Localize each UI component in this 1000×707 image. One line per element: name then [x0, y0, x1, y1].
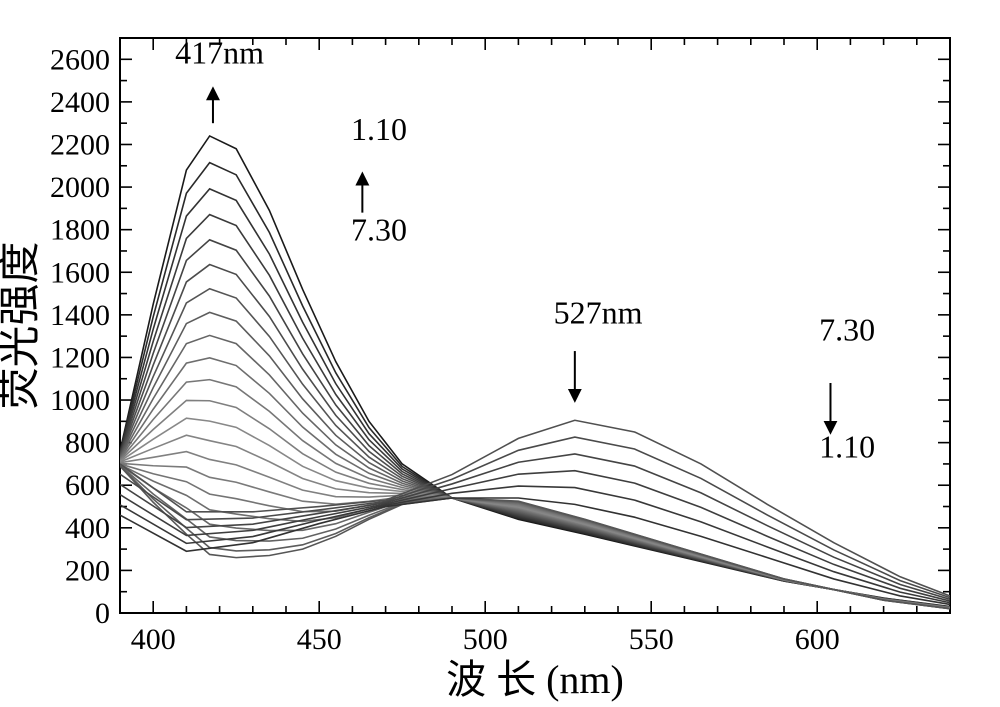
spectra-chart: 400 450 500 550 600 0 200 400 600 800 1000 1200 1400… [0, 0, 1000, 707]
annotation-label: 1.10 [819, 429, 875, 465]
annotation-label: 7.30 [819, 311, 875, 347]
x-tick-label: 400 [131, 623, 176, 656]
annotation-label: 1.10 [351, 111, 407, 147]
y-tick-label: 1000 [50, 384, 110, 417]
y-tick-label: 1800 [50, 214, 110, 247]
y-tick-label: 2600 [50, 43, 110, 76]
y-tick-label: 1200 [50, 341, 110, 374]
y-tick-label: 600 [65, 469, 110, 502]
x-tick-label: 450 [297, 623, 342, 656]
y-tick-label: 1400 [50, 299, 110, 332]
y-tick-label: 800 [65, 427, 110, 460]
chart-svg: 400 450 500 550 600 0 200 400 600 800 1000 1200 1400… [0, 0, 1000, 707]
annotation-label: 7.30 [351, 211, 407, 247]
y-axis-label: 荧光强度 [0, 241, 44, 409]
y-tick-label: 2400 [50, 86, 110, 119]
x-tick-label: 600 [795, 623, 840, 656]
annotation-label: 417nm [175, 35, 264, 71]
y-tick-label: 2000 [50, 171, 110, 204]
annotation-label: 527nm [554, 294, 643, 330]
y-tick-label: 0 [95, 597, 110, 630]
x-tick-label: 550 [629, 623, 674, 656]
y-tick-label: 200 [65, 554, 110, 587]
x-axis-label: 波 长 (nm) [446, 657, 624, 702]
y-tick-label: 2200 [50, 128, 110, 161]
y-tick-label: 1600 [50, 256, 110, 289]
x-tick-label: 500 [463, 623, 508, 656]
y-tick-label: 400 [65, 512, 110, 545]
